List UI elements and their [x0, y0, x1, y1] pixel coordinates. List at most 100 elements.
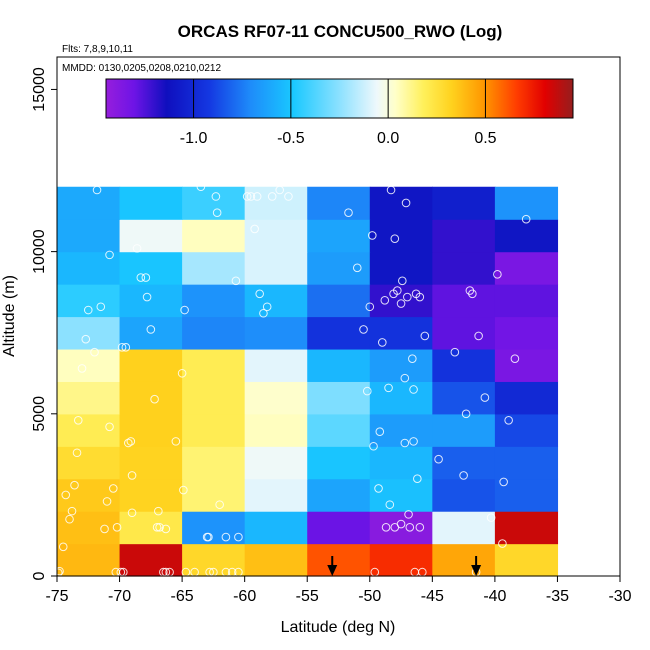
sample-point [221, 532, 231, 542]
sample-point [400, 438, 410, 448]
sample-point [405, 523, 415, 532]
heatmap-cell [369, 446, 433, 480]
sample-point [127, 471, 137, 480]
sample-point [77, 364, 87, 373]
heatmap-cell [244, 219, 308, 253]
heatmap-cell [119, 478, 183, 512]
sample-point [121, 343, 131, 352]
heatmap-cell [244, 381, 308, 415]
x-tick-label: -70 [108, 588, 131, 605]
x-tick-label: -65 [171, 588, 194, 605]
sample-point [171, 437, 181, 446]
heatmap-cell [57, 511, 121, 545]
sample-point [367, 231, 377, 240]
heatmap-cell [182, 413, 246, 447]
heatmap-cell [494, 284, 559, 318]
sample-point [141, 273, 151, 282]
sample-point [126, 437, 136, 446]
sample-point [142, 292, 152, 302]
sample-point [396, 299, 406, 308]
x-tick-label: -30 [608, 588, 631, 605]
heatmap-cells [57, 186, 559, 577]
heatmap-cell [307, 316, 371, 350]
heatmap-cell [432, 511, 496, 545]
heatmap-cell [244, 316, 308, 350]
sample-point [504, 416, 513, 425]
heatmap-cell [182, 478, 246, 512]
sample-point [234, 532, 243, 542]
sample-point [124, 438, 133, 448]
sample-point [267, 192, 277, 201]
heatmap-cell [432, 446, 496, 480]
sample-point [420, 331, 430, 341]
sample-point [404, 510, 413, 519]
arrow-head [471, 565, 482, 576]
heatmap-cell [182, 219, 246, 253]
flights-annotation: Flts: 7,8,9,10,11 [62, 44, 133, 55]
colorbar [105, 78, 574, 119]
heatmap-cell [119, 543, 183, 577]
heatmap-cell [369, 381, 433, 415]
heatmap-cell [494, 543, 559, 577]
heatmap-cell [494, 413, 559, 447]
heatmap-cell [369, 284, 433, 318]
heatmap-cell [494, 478, 559, 512]
sample-point [480, 393, 490, 402]
heatmap-cell [494, 251, 559, 285]
sample-point [384, 383, 393, 393]
colorbar-ticks: -1.0 -0.5 0.0 0.5 [180, 79, 497, 147]
heatmap-cell [432, 186, 496, 220]
heatmap-cell [307, 446, 371, 480]
sample-point [70, 480, 79, 490]
heatmap-cell [119, 413, 183, 447]
heatmap-cell [182, 284, 246, 318]
heatmap-cell [119, 348, 183, 382]
sample-point [259, 308, 268, 318]
sample-point [284, 192, 293, 201]
sample-point [72, 448, 82, 458]
sample-point [415, 292, 425, 302]
sample-point [161, 524, 171, 534]
heatmap-cell [432, 284, 496, 318]
sample-point [67, 506, 77, 516]
heatmap-cell [307, 478, 371, 512]
x-axis-label: Latitude (deg N) [281, 619, 396, 636]
sample-point [375, 427, 385, 436]
sample-point [61, 490, 71, 500]
sample-point [252, 192, 262, 201]
sample-point [215, 500, 224, 509]
sample-point [385, 500, 395, 509]
heatmap-cell [182, 381, 246, 415]
sample-point [396, 519, 406, 529]
y-axis: 0 5000 10000 15000 [31, 67, 57, 580]
sample-point [510, 354, 520, 363]
sample-point [146, 325, 156, 334]
heatmap-cell [57, 284, 121, 318]
sample-point [459, 471, 468, 480]
sample-point [65, 514, 74, 524]
sample-point [521, 214, 531, 224]
sample-point [403, 292, 412, 302]
sample-point [393, 286, 402, 295]
x-axis: -75 -70 -65 -60 -55 -50 -45 -40 -35 -30 [45, 576, 632, 605]
heatmap-cell [182, 316, 246, 350]
sample-point [352, 263, 362, 273]
sample-point [498, 539, 507, 548]
heatmap-cell [244, 413, 308, 447]
y-tick-label: 10000 [31, 229, 48, 274]
heatmap-cell [244, 446, 308, 480]
heatmap-cell [307, 219, 371, 253]
sample-point [177, 368, 187, 378]
sample-point [262, 302, 272, 312]
sample-point [359, 325, 368, 334]
heatmap-cell [244, 478, 308, 512]
heatmap-cell [119, 511, 183, 545]
sample-point [109, 484, 118, 493]
x-tick-label: -55 [296, 588, 319, 605]
sample-point [92, 185, 102, 195]
heatmap-cell [494, 316, 559, 350]
heatmap-cell [57, 251, 121, 285]
heatmap-cell [119, 219, 183, 253]
sample-point [409, 437, 418, 446]
sample-point [401, 198, 411, 208]
